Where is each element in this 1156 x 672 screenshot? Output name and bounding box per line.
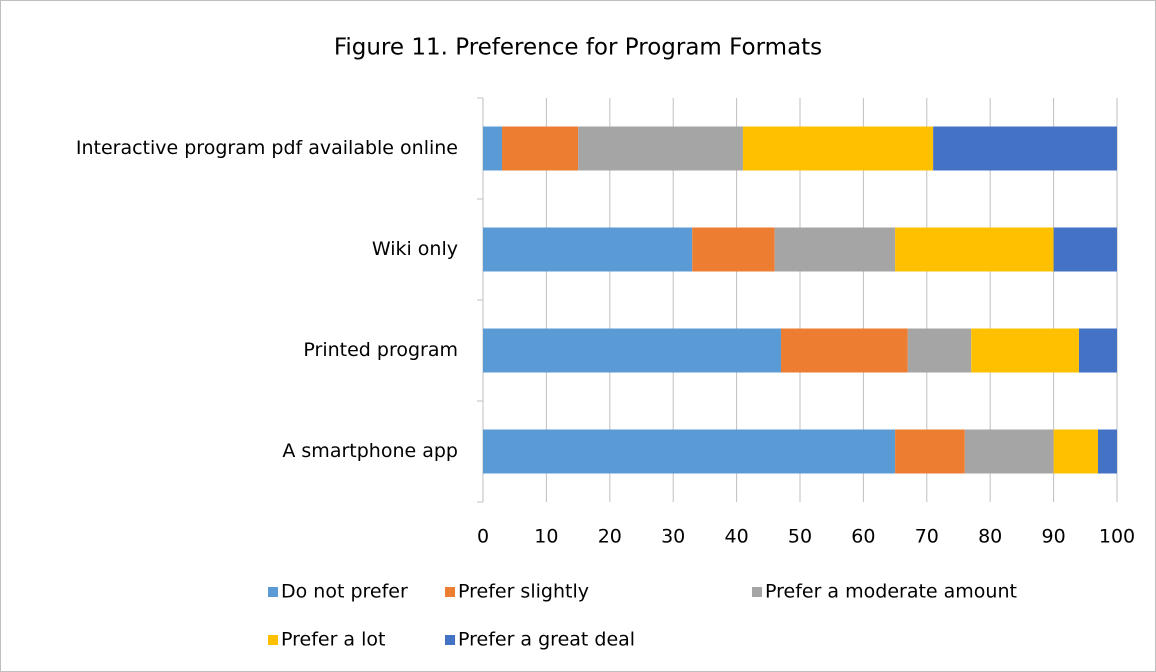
- x-tick-label: 0: [477, 526, 489, 548]
- bar-segment: [964, 429, 1054, 474]
- y-tick-label: A smartphone app: [282, 440, 458, 462]
- y-tick-label: Wiki only: [372, 238, 458, 260]
- bar-segment: [1053, 227, 1117, 272]
- bar-segment: [578, 126, 743, 171]
- x-tick-label: 90: [1042, 526, 1066, 548]
- x-tick-label: 30: [661, 526, 685, 548]
- legend-swatch: [445, 587, 455, 597]
- bar-segment: [692, 227, 775, 272]
- legend-swatch: [268, 635, 278, 645]
- bar-segment: [895, 227, 1054, 272]
- bar-segment: [933, 126, 1117, 171]
- x-tick-label: 40: [725, 526, 749, 548]
- legend-label: Prefer a moderate amount: [765, 581, 1017, 603]
- legend-label: Do not prefer: [281, 581, 408, 603]
- bar-segment: [895, 429, 965, 474]
- legend-label: Prefer slightly: [458, 581, 589, 603]
- bar-segment: [971, 328, 1079, 373]
- bar-segment: [1053, 429, 1098, 474]
- legend-swatch: [752, 587, 762, 597]
- x-tick-label: 100: [1099, 526, 1135, 548]
- bar-segment: [483, 126, 503, 171]
- y-tick-label: Printed program: [303, 339, 458, 361]
- bar-segment: [907, 328, 972, 373]
- bar-segment: [774, 227, 896, 272]
- chart-title: Figure 11. Preference for Program Format…: [334, 35, 822, 61]
- x-tick-label: 50: [788, 526, 812, 548]
- bar-segment: [483, 328, 781, 373]
- bar-segment: [483, 429, 896, 474]
- bar-segment: [1078, 328, 1117, 373]
- x-tick-label: 10: [534, 526, 558, 548]
- bar-segment: [742, 126, 934, 171]
- bar-segment: [483, 227, 693, 272]
- bar-segment: [1097, 429, 1117, 474]
- bar-segment: [780, 328, 908, 373]
- y-tick-label: Interactive program pdf available online: [76, 137, 458, 159]
- legend-label: Prefer a lot: [281, 629, 385, 651]
- legend-swatch: [445, 635, 455, 645]
- x-tick-label: 60: [851, 526, 875, 548]
- legend-label: Prefer a great deal: [458, 629, 635, 651]
- bar-segment: [502, 126, 579, 171]
- x-tick-label: 80: [978, 526, 1002, 548]
- x-tick-label: 20: [598, 526, 622, 548]
- legend-swatch: [268, 587, 278, 597]
- x-tick-label: 70: [915, 526, 939, 548]
